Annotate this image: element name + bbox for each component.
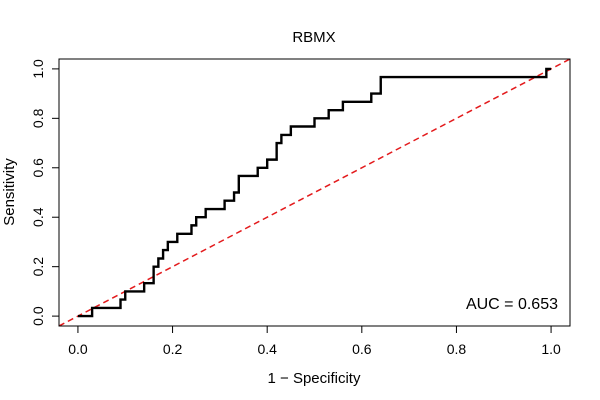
x-tick-label: 0.8 <box>447 341 467 357</box>
chart-title: RBMX <box>292 29 335 46</box>
y-tick-label: 1.0 <box>30 59 46 79</box>
y-tick-label: 0.8 <box>30 108 46 128</box>
x-tick-label: 0.6 <box>352 341 372 357</box>
x-tick-label: 1.0 <box>541 341 561 357</box>
auc-annotation: AUC = 0.653 <box>466 296 558 313</box>
x-tick-label: 0.2 <box>163 341 183 357</box>
plot-area <box>59 59 570 326</box>
y-axis-label: Sensitivity <box>1 158 18 226</box>
x-axis-label: 1 − Specificity <box>268 370 361 387</box>
x-tick-label: 0.0 <box>68 341 88 357</box>
reference-diagonal-line <box>59 59 570 326</box>
y-tick-label: 0.4 <box>30 207 46 227</box>
y-axis: 0.0 0.2 0.4 0.6 0.8 1.0 <box>30 59 60 326</box>
roc-curve-line <box>77 67 552 318</box>
x-tick-label: 0.4 <box>257 341 277 357</box>
y-tick-label: 0.2 <box>30 257 46 277</box>
y-tick-label: 0.6 <box>30 158 46 178</box>
x-axis: 0.0 0.2 0.4 0.6 0.8 1.0 <box>68 325 561 357</box>
y-tick-label: 0.0 <box>30 306 46 326</box>
